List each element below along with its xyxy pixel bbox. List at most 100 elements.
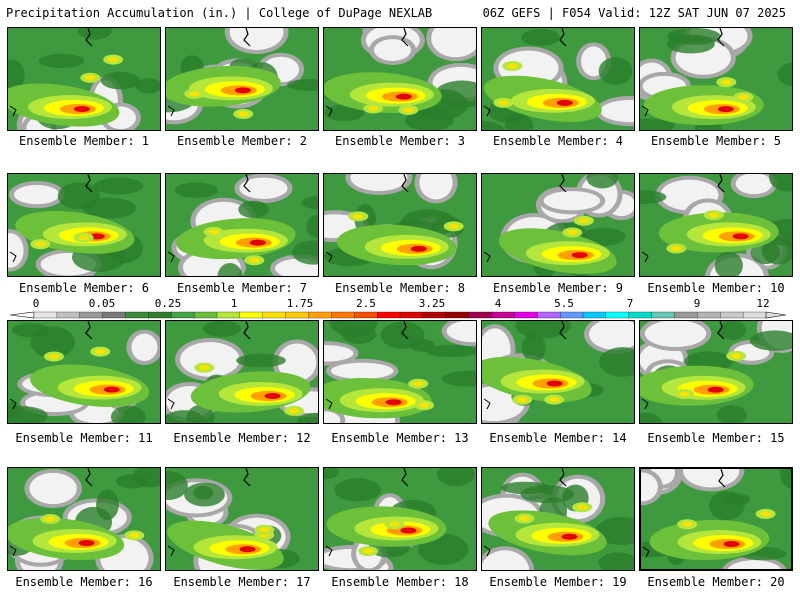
colorbar-swatch	[422, 311, 447, 319]
valid-time: 06Z GEFS | F054 Valid: 12Z SAT JUN 07 20…	[482, 6, 786, 20]
precip-field	[324, 321, 476, 423]
precip-field	[8, 28, 160, 130]
ensemble-member-map[interactable]	[481, 173, 635, 277]
colorbar-tick-label: 9	[693, 297, 701, 310]
ensemble-member-map[interactable]	[7, 173, 161, 277]
colorbar-swatch	[216, 311, 241, 319]
colorbar-swatch	[514, 311, 538, 319]
colorbar-tick-label: 0.05	[88, 297, 116, 310]
colorbar-tick-label: 12	[756, 297, 770, 310]
precip-field	[8, 321, 160, 423]
colorbar-right-arrow	[765, 311, 787, 319]
colorbar-tick-label: 2.5	[356, 297, 376, 310]
colorbar-tick-label: 1.75	[286, 297, 314, 310]
ensemble-member-map[interactable]	[481, 27, 635, 131]
colorbar-swatch	[605, 311, 630, 319]
ensemble-member-map[interactable]	[639, 173, 793, 277]
ensemble-member-map[interactable]	[639, 27, 793, 131]
colorbar-swatch	[628, 311, 653, 319]
colorbar-swatch	[262, 311, 287, 319]
colorbar-swatch	[171, 311, 195, 319]
colorbar-tick-label: 7	[626, 297, 634, 310]
ensemble-member-label: Ensemble Member: 3	[334, 134, 466, 148]
ensemble-member-map[interactable]	[165, 467, 319, 571]
colorbar-swatch	[331, 311, 355, 319]
ensemble-member-map[interactable]	[7, 27, 161, 131]
ensemble-member-map[interactable]	[323, 467, 477, 571]
ensemble-member-label: Ensemble Member: 13	[331, 431, 469, 445]
colorbar-swatch	[56, 311, 81, 319]
ensemble-member-label: Ensemble Member: 5	[650, 134, 782, 148]
precip-field	[482, 174, 634, 276]
ensemble-member-map[interactable]	[639, 467, 793, 571]
ensemble-member-map[interactable]	[639, 320, 793, 424]
precip-field	[640, 174, 792, 276]
ensemble-member-label: Ensemble Member: 15	[647, 431, 785, 445]
colorbar-swatch	[742, 311, 767, 319]
ensemble-member-map[interactable]	[165, 27, 319, 131]
colorbar-swatch	[308, 311, 332, 319]
ensemble-member-label: Ensemble Member: 16	[15, 575, 153, 589]
ensemble-member-map[interactable]	[323, 173, 477, 277]
colorbar-swatch	[468, 311, 492, 319]
precip-field	[166, 468, 318, 570]
ensemble-member-label: Ensemble Member: 9	[492, 281, 624, 295]
ensemble-member-map[interactable]	[165, 320, 319, 424]
ensemble-member-label: Ensemble Member: 7	[176, 281, 308, 295]
colorbar-tick-label: 1	[230, 297, 238, 310]
precip-field	[482, 321, 634, 423]
colorbar-swatch	[559, 311, 584, 319]
ensemble-member-map[interactable]	[481, 320, 635, 424]
precip-field	[166, 174, 318, 276]
ensemble-member-map[interactable]	[7, 467, 161, 571]
colorbar-swatch	[491, 311, 515, 319]
precip-field	[8, 468, 160, 570]
precip-field	[8, 174, 160, 276]
colorbar-tick-label: 3.25	[418, 297, 446, 310]
precip-field	[166, 321, 318, 423]
colorbar-swatch	[674, 311, 698, 319]
precip-field	[324, 468, 476, 570]
ensemble-member-label: Ensemble Member: 6	[18, 281, 150, 295]
colorbar-tick-label: 0.25	[154, 297, 182, 310]
colorbar-tick-label: 5.5	[554, 297, 574, 310]
precip-field	[166, 28, 318, 130]
colorbar-swatch	[79, 311, 104, 319]
ensemble-member-label: Ensemble Member: 2	[176, 134, 308, 148]
colorbar-swatch	[33, 311, 58, 319]
precip-field	[482, 468, 634, 570]
ensemble-member-map[interactable]	[165, 173, 319, 277]
ensemble-member-label: Ensemble Member: 11	[15, 431, 153, 445]
ensemble-member-map[interactable]	[323, 320, 477, 424]
colorbar-swatch	[651, 311, 675, 319]
ensemble-member-map[interactable]	[481, 467, 635, 571]
colorbar-swatch	[697, 311, 721, 319]
colorbar-swatch	[125, 311, 149, 319]
colorbar-swatch	[193, 311, 218, 319]
colorbar-swatch	[399, 311, 424, 319]
ensemble-member-label: Ensemble Member: 18	[331, 575, 469, 589]
map-title: Precipitation Accumulation (in.) | Colle…	[6, 6, 433, 20]
colorbar-swatch	[376, 311, 401, 319]
colorbar-swatch	[582, 311, 607, 319]
precip-field	[640, 321, 792, 423]
colorbar-left-arrow	[9, 311, 35, 319]
colorbar-tick-label: 4	[494, 297, 502, 310]
colorbar-swatch	[720, 311, 744, 319]
precip-field	[482, 28, 634, 130]
ensemble-member-label: Ensemble Member: 10	[647, 281, 785, 295]
colorbar-swatch	[354, 311, 378, 319]
colorbar-swatch	[445, 311, 470, 319]
colorbar-swatch	[537, 311, 561, 319]
ensemble-member-map[interactable]	[323, 27, 477, 131]
ensemble-member-label: Ensemble Member: 4	[492, 134, 624, 148]
ensemble-member-label: Ensemble Member: 8	[334, 281, 466, 295]
precip-field	[640, 28, 792, 130]
precip-field	[324, 174, 476, 276]
ensemble-member-map[interactable]	[7, 320, 161, 424]
colorbar-swatch	[102, 311, 126, 319]
ensemble-member-label: Ensemble Member: 19	[489, 575, 627, 589]
colorbar-tick-label: 0	[32, 297, 40, 310]
precip-field	[324, 28, 476, 130]
